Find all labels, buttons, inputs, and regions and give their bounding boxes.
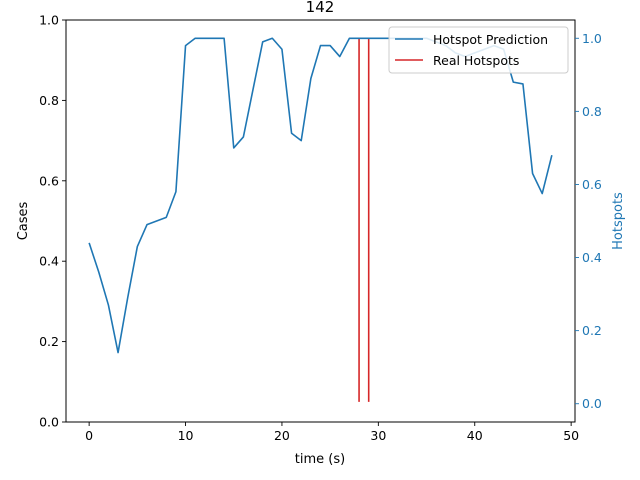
y-axis-label-left: Cases (16, 201, 31, 240)
x-tick-label-1: 10 (178, 428, 194, 443)
y-right-tick-label-4: 0.8 (582, 104, 602, 119)
y-ticks-left: 0.0 0.2 0.4 0.6 0.8 1.0 (39, 13, 66, 430)
legend-label-real: Real Hotspots (433, 53, 519, 68)
y-right-tick-label-2: 0.4 (582, 250, 602, 265)
x-tick-label-4: 40 (467, 428, 483, 443)
x-tick-label-0: 0 (85, 428, 93, 443)
y-tick-label-2: 0.4 (39, 254, 59, 269)
marks-layer (88, 37, 553, 402)
plot-frame (65, 19, 576, 423)
y-tick-label-3: 0.6 (39, 173, 59, 188)
y-tick-label-5: 1.0 (39, 13, 59, 28)
legend-box (388, 26, 569, 74)
y-right-tick-label-1: 0.2 (582, 323, 602, 338)
legend-label-prediction: Hotspot Prediction (433, 32, 548, 47)
x-tick-label-3: 30 (370, 428, 386, 443)
y-axis-label-right: Hotspots (611, 192, 626, 250)
y-tick-label-4: 0.8 (39, 93, 59, 108)
chart-title: 142 (306, 0, 335, 16)
legend: Hotspot Prediction Real Hotspots (388, 26, 569, 74)
x-axis-label: time (s) (295, 452, 345, 467)
y-ticks-right: 0.0 0.2 0.4 0.6 0.8 1.0 (575, 31, 602, 411)
y-right-tick-label-5: 1.0 (582, 31, 602, 46)
y-tick-label-1: 0.2 (39, 334, 59, 349)
y-right-tick-label-3: 0.6 (582, 177, 602, 192)
y-right-tick-label-0: 0.0 (582, 396, 602, 411)
x-ticks: 0 10 20 30 40 50 (85, 422, 579, 443)
x-tick-label-2: 20 (274, 428, 290, 443)
x-tick-label-5: 50 (563, 428, 579, 443)
y-tick-label-0: 0.0 (39, 415, 59, 430)
hotspot-prediction-line (88, 37, 553, 354)
